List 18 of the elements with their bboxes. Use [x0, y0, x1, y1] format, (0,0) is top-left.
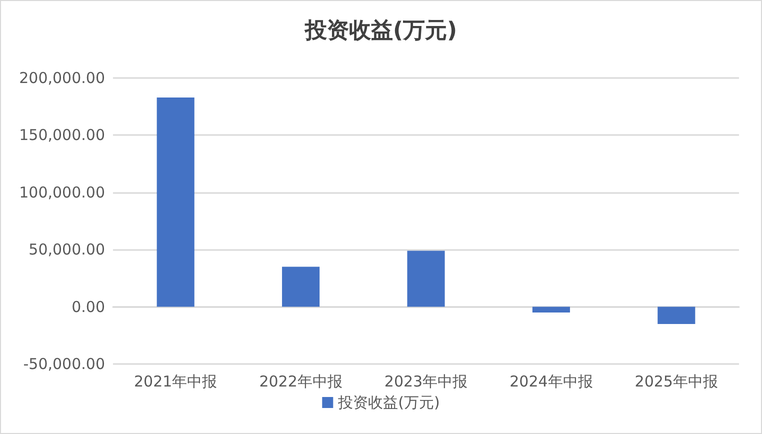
x-tick-label: 2023年中报 — [384, 372, 468, 390]
y-tick-label: 100,000.00 — [19, 183, 105, 202]
x-tick-label: 2021年中报 — [134, 372, 218, 390]
y-tick-label: 150,000.00 — [19, 126, 105, 144]
x-tick-label: 2024年中报 — [510, 372, 593, 390]
y-tick-label: 200,000.00 — [19, 69, 105, 87]
bar — [282, 266, 320, 307]
x-tick-label: 2025年中报 — [634, 372, 718, 390]
bar — [532, 306, 570, 313]
x-tick-label: 2022年中报 — [259, 372, 342, 390]
bar — [407, 250, 445, 307]
y-tick-label: 50,000.00 — [28, 240, 105, 259]
legend-label: 投资收益(万元) — [337, 394, 440, 412]
y-tick-label: 0.00 — [72, 298, 105, 316]
bar — [658, 306, 696, 324]
y-tick-label: -50,000.00 — [23, 355, 105, 373]
bar — [156, 97, 194, 307]
chart-title: 投资收益(万元) — [304, 18, 458, 44]
